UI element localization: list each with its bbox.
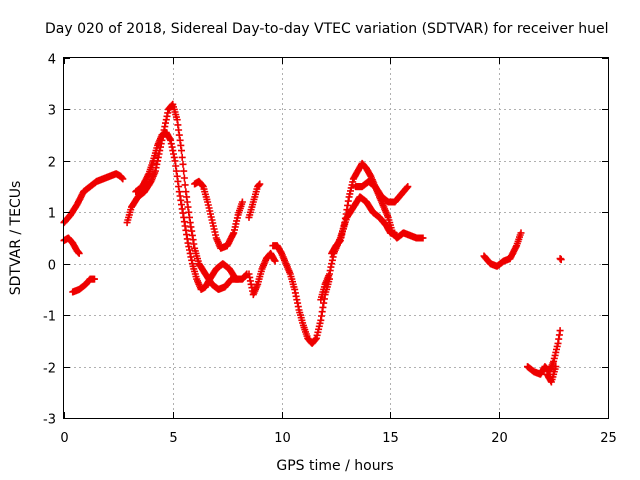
series-arc-11	[317, 193, 401, 304]
data-point	[180, 167, 188, 175]
series-arc-14	[524, 327, 564, 378]
series-arc-5	[132, 129, 251, 293]
data-point	[179, 160, 187, 168]
data-point	[91, 275, 98, 283]
data-point	[419, 234, 427, 242]
y-tick-label: 0	[48, 259, 56, 274]
series-arc-7	[245, 180, 264, 221]
y-tick-label: -2	[43, 362, 56, 377]
series-arc-16	[556, 255, 565, 264]
data-point	[293, 296, 301, 304]
series-arc-6	[191, 177, 246, 252]
data-point	[271, 257, 279, 265]
y-tick-label: 4	[48, 53, 56, 68]
y-tick-label: 1	[48, 207, 56, 222]
data-point	[256, 180, 264, 188]
data-point	[404, 183, 412, 191]
data-point	[180, 174, 188, 182]
plot-frame	[63, 57, 609, 419]
axis-ticks: 0 5 10 15 20 25 -3 -2 -1 0 1 2 3 4	[43, 53, 617, 447]
x-tick-label: 0	[60, 431, 68, 446]
series-arc-3	[69, 275, 98, 296]
series-arc-2	[60, 234, 83, 257]
data-point	[517, 229, 525, 237]
y-tick-label: -1	[43, 310, 56, 325]
x-tick-label: 25	[600, 431, 617, 446]
series-arc-8	[245, 249, 279, 299]
data-point	[178, 147, 185, 155]
series-arc-15	[543, 363, 560, 386]
x-tick-label: 5	[169, 431, 177, 446]
chart-title: Day 020 of 2018, Sidereal Day-to-day VTE…	[45, 21, 608, 37]
data-point	[319, 303, 327, 311]
x-tick-label: 20	[491, 431, 508, 446]
y-tick-label: 2	[48, 156, 56, 171]
data-point	[556, 327, 564, 335]
grid-lines	[64, 58, 608, 418]
series-arc-12	[352, 177, 412, 206]
y-tick-label: -3	[43, 413, 56, 428]
data-point	[344, 197, 352, 205]
series-arc-1	[60, 170, 127, 227]
data-point	[238, 198, 246, 206]
data-point	[181, 181, 189, 189]
series-arc-9	[269, 242, 333, 347]
series-arc-10	[328, 159, 427, 257]
data-point	[75, 249, 83, 257]
data-point	[178, 153, 186, 161]
y-tick-label: 3	[48, 104, 56, 119]
x-tick-label: 15	[382, 431, 399, 446]
data-point	[557, 256, 565, 264]
series-arc-13	[480, 229, 525, 270]
data-point	[270, 256, 278, 264]
data-point	[119, 175, 127, 183]
y-axis-label: SDTVAR / TECUs	[8, 181, 24, 296]
data-point	[552, 363, 560, 371]
data-points	[60, 100, 565, 386]
x-axis-label: GPS time / hours	[276, 458, 393, 474]
data-point	[393, 231, 401, 239]
x-tick-label: 10	[274, 431, 291, 446]
